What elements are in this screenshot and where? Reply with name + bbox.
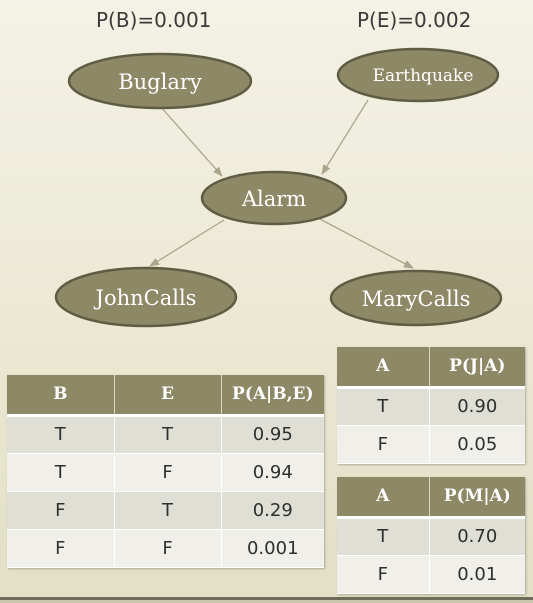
table-row: F F 0.001 bbox=[7, 529, 324, 568]
cell: F bbox=[114, 529, 222, 568]
marycalls-cpt-table: A P(M|A) T 0.70 F 0.01 bbox=[337, 477, 525, 594]
edge-alarm-johncalls bbox=[149, 219, 225, 267]
cell: F bbox=[7, 529, 115, 568]
prior-burglary: P(B)=0.001 bbox=[96, 8, 212, 32]
edge-earthquake-alarm bbox=[321, 99, 369, 175]
prior-earthquake: P(E)=0.002 bbox=[357, 8, 472, 32]
cell: F bbox=[7, 491, 115, 530]
header-p-m: P(M|A) bbox=[429, 477, 525, 519]
header-e: E bbox=[114, 375, 222, 417]
cell: 0.94 bbox=[221, 453, 324, 492]
bayes-network-diagram: Buglary Earthquake Alarm JohnCalls MaryC… bbox=[54, 47, 503, 328]
cell: 0.05 bbox=[429, 425, 525, 464]
edge-alarm-marycalls bbox=[317, 217, 414, 269]
node-marycalls: MaryCalls bbox=[329, 269, 503, 327]
cell: 0.90 bbox=[429, 387, 525, 426]
node-alarm: Alarm bbox=[200, 170, 348, 226]
table-row: F T 0.29 bbox=[7, 491, 324, 530]
cell: T bbox=[7, 453, 115, 492]
cell: F bbox=[337, 425, 430, 464]
table-row: F 0.05 bbox=[337, 425, 525, 464]
cell: F bbox=[114, 453, 222, 492]
bottom-divider bbox=[0, 597, 533, 600]
node-label-burglary: Buglary bbox=[118, 70, 202, 94]
header-a: A bbox=[337, 477, 430, 519]
bottom-divider-light bbox=[0, 600, 533, 603]
cell: T bbox=[114, 491, 222, 530]
table-row: T T 0.95 bbox=[7, 415, 324, 454]
node-label-alarm: Alarm bbox=[241, 187, 306, 211]
table-row: T 0.70 bbox=[337, 517, 525, 556]
header-p-j: P(J|A) bbox=[429, 347, 525, 389]
table-header-row: B E P(A|B,E) bbox=[7, 375, 324, 417]
table-row: F 0.01 bbox=[337, 555, 525, 594]
node-label-johncalls: JohnCalls bbox=[94, 286, 197, 310]
node-burglary: Buglary bbox=[67, 52, 253, 110]
node-johncalls: JohnCalls bbox=[54, 266, 238, 328]
node-label-marycalls: MaryCalls bbox=[362, 287, 471, 311]
node-earthquake: Earthquake bbox=[336, 47, 500, 103]
table-header-row: A P(M|A) bbox=[337, 477, 525, 519]
cell: T bbox=[337, 387, 430, 426]
table-row: T F 0.94 bbox=[7, 453, 324, 492]
cell: 0.70 bbox=[429, 517, 525, 556]
header-b: B bbox=[7, 375, 115, 417]
alarm-cpt-table: B E P(A|B,E) T T 0.95 T F 0.94 F T 0.29 … bbox=[7, 375, 324, 568]
table-header-row: A P(J|A) bbox=[337, 347, 525, 389]
cell: 0.95 bbox=[221, 415, 324, 454]
node-label-earthquake: Earthquake bbox=[373, 66, 474, 86]
cell: T bbox=[7, 415, 115, 454]
header-a: A bbox=[337, 347, 430, 389]
table-row: T 0.90 bbox=[337, 387, 525, 426]
cell: 0.01 bbox=[429, 555, 525, 594]
cell: 0.001 bbox=[221, 529, 324, 568]
cell: 0.29 bbox=[221, 491, 324, 530]
edge-burglary-alarm bbox=[159, 105, 223, 177]
johncalls-cpt-table: A P(J|A) T 0.90 F 0.05 bbox=[337, 347, 525, 464]
cell: T bbox=[114, 415, 222, 454]
cell: T bbox=[337, 517, 430, 556]
header-p-a: P(A|B,E) bbox=[221, 375, 324, 417]
cell: F bbox=[337, 555, 430, 594]
